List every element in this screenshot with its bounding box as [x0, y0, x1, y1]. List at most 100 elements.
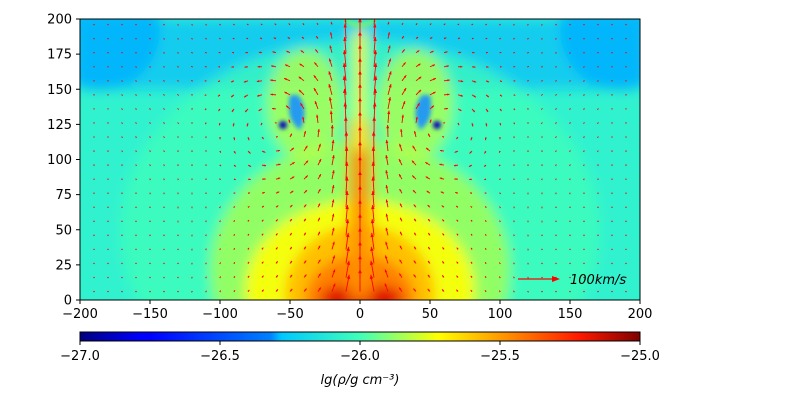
- velocity-vector-head: [290, 288, 293, 292]
- velocity-vector-head: [418, 89, 422, 93]
- velocity-vector-head: [456, 206, 459, 208]
- velocity-vector-head: [149, 178, 152, 181]
- velocity-vector-head: [456, 261, 459, 264]
- velocity-vector-head: [163, 94, 166, 96]
- velocity-vector-head: [371, 190, 375, 196]
- velocity-vector: [205, 192, 207, 194]
- velocity-vector-head: [121, 80, 124, 83]
- velocity-vector-head: [328, 58, 332, 62]
- velocity-vector-head: [401, 23, 404, 25]
- velocity-vector-head: [403, 62, 406, 65]
- velocity-vector-head: [513, 206, 515, 209]
- velocity-vector: [107, 37, 109, 40]
- velocity-vector-head: [400, 203, 402, 206]
- velocity-vector-head: [512, 24, 515, 26]
- velocity-vector-head: [313, 75, 317, 78]
- velocity-vector-head: [456, 219, 459, 222]
- velocity-vector-head: [527, 80, 529, 82]
- velocity-vector-head: [330, 32, 333, 35]
- velocity-vector: [569, 290, 571, 293]
- velocity-vector-head: [427, 274, 430, 278]
- velocity-vector-head: [191, 38, 194, 40]
- velocity-vector-head: [414, 232, 417, 235]
- velocity-vector-head: [485, 234, 487, 237]
- velocity-vector-head: [191, 206, 193, 209]
- velocity-vector: [625, 108, 627, 110]
- velocity-vector-head: [513, 220, 515, 223]
- velocity-vector-head: [443, 23, 446, 26]
- velocity-vector-head: [454, 178, 457, 181]
- velocity-vector-head: [582, 136, 585, 139]
- velocity-vector: [597, 220, 599, 223]
- velocity-vector-head: [204, 290, 207, 293]
- velocity-vector-head: [401, 36, 404, 39]
- velocity-vector-head: [555, 192, 557, 195]
- velocity-vector-head: [233, 276, 235, 279]
- velocity-vector-head: [402, 49, 405, 52]
- velocity-vector: [121, 23, 123, 26]
- velocity-vector-head: [413, 260, 416, 263]
- velocity-vector-head: [413, 288, 416, 291]
- velocity-vector-head: [274, 23, 277, 26]
- velocity-vector-head: [191, 108, 193, 110]
- velocity-vector-head: [248, 192, 251, 194]
- velocity-vector-head: [291, 147, 294, 151]
- velocity-vector-head: [244, 66, 247, 68]
- velocity-vector-head: [345, 205, 349, 210]
- velocity-vector-head: [233, 248, 235, 251]
- velocity-vector-head: [246, 23, 249, 26]
- velocity-vector-head: [190, 290, 193, 293]
- velocity-vector-head: [401, 114, 404, 118]
- velocity-vector-head: [233, 290, 236, 293]
- velocity-vector-head: [582, 178, 585, 181]
- velocity-vector-head: [486, 80, 490, 83]
- velocity-vector-head: [582, 122, 585, 125]
- velocity-vector-head: [332, 269, 336, 273]
- velocity-vector-head: [246, 37, 249, 40]
- velocity-vector: [163, 248, 165, 251]
- velocity-vector-head: [484, 290, 487, 293]
- velocity-vector-head: [149, 108, 152, 110]
- velocity-vector: [93, 80, 95, 82]
- velocity-vector-head: [582, 94, 585, 96]
- velocity-vector: [121, 164, 123, 166]
- velocity-vector-head: [313, 88, 317, 91]
- velocity-vector-head: [554, 66, 557, 68]
- velocity-vector-head: [554, 150, 557, 153]
- velocity-vector: [121, 206, 123, 208]
- velocity-vector: [597, 234, 599, 237]
- velocity-vector-head: [270, 79, 273, 82]
- velocity-vector-head: [218, 192, 221, 195]
- velocity-vector-head: [298, 89, 302, 93]
- velocity-vector: [163, 290, 165, 293]
- velocity-vector: [163, 276, 165, 279]
- velocity-vector: [177, 248, 179, 251]
- velocity-vector-head: [568, 122, 571, 125]
- velocity-vector-head: [191, 192, 193, 195]
- velocity-vector-head: [318, 158, 322, 162]
- velocity-vector-head: [316, 23, 319, 25]
- velocity-vector-head: [554, 178, 557, 181]
- velocity-vector-head: [441, 205, 444, 208]
- velocity-vector-head: [499, 262, 501, 265]
- velocity-vector-head: [332, 255, 335, 259]
- velocity-vector-head: [163, 122, 166, 125]
- velocity-vector-head: [403, 88, 407, 91]
- x-tick-label: 0: [356, 307, 364, 322]
- velocity-vector-head: [427, 205, 430, 208]
- velocity-vector: [121, 220, 123, 223]
- velocity-vector-head: [399, 174, 402, 177]
- velocity-vector-head: [261, 137, 264, 140]
- velocity-vector-head: [121, 136, 124, 139]
- velocity-vector: [611, 122, 613, 124]
- velocity-vector: [583, 37, 585, 40]
- velocity-vector-head: [554, 136, 557, 139]
- y-tick-label: 100: [47, 153, 72, 168]
- velocity-vector-head: [385, 170, 388, 174]
- velocity-vector-head: [318, 245, 321, 249]
- velocity-vector-head: [485, 24, 487, 26]
- velocity-vector: [611, 66, 613, 68]
- velocity-vector-head: [288, 119, 291, 122]
- velocity-vector-head: [277, 191, 280, 194]
- velocity-vector-head: [149, 52, 152, 54]
